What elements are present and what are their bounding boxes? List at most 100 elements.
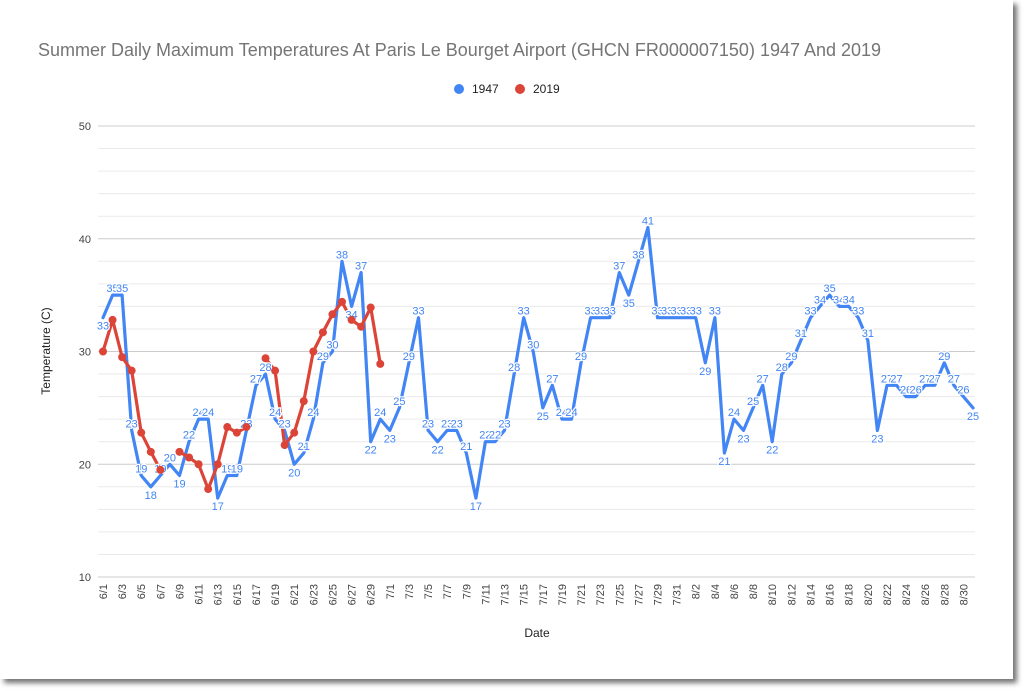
x-tick-label: 6/17 [251, 584, 263, 605]
data-label-1947: 33 [680, 306, 692, 318]
data-label-1947: 24 [307, 407, 319, 419]
series-line-1947 [101, 225, 975, 500]
x-tick-label: 8/6 [729, 584, 741, 599]
data-point-2019 [271, 366, 280, 375]
series-lines [101, 225, 975, 500]
data-label-1947: 24 [565, 407, 577, 419]
x-tick-label: 7/17 [538, 584, 550, 605]
data-label-1947: 23 [737, 433, 749, 445]
x-axis-title: Date [524, 626, 550, 640]
legend-label-1947: 1947 [472, 82, 499, 96]
data-label-1947: 33 [671, 306, 683, 318]
line-chart: Summer Daily Maximum Temperatures At Par… [38, 40, 980, 640]
data-point-2019 [280, 441, 289, 450]
x-tick-label: 6/21 [289, 584, 301, 605]
data-label-1947: 28 [259, 362, 271, 374]
data-point-2019 [338, 297, 347, 306]
data-point-2019 [223, 423, 232, 432]
legend-marker-2019 [515, 84, 525, 94]
data-point-2019 [309, 347, 318, 356]
data-label-1947: 29 [938, 351, 950, 363]
x-tick-label: 8/16 [825, 584, 837, 605]
data-label-1947: 35 [106, 283, 118, 295]
legend-label-2019: 2019 [533, 82, 560, 96]
data-label-1947: 27 [250, 373, 262, 385]
x-tick-label: 8/28 [939, 584, 951, 605]
legend-item-1947[interactable]: 1947 [454, 82, 499, 96]
data-label-1947: 22 [479, 430, 491, 442]
data-label-1947: 24 [728, 407, 740, 419]
y-axis-ticks: 10 20 30 40 50 [79, 121, 91, 584]
data-label-1947: 24 [374, 407, 386, 419]
data-label-1947: 33 [518, 306, 530, 318]
data-label-1947: 17 [470, 501, 482, 513]
x-tick-label: 8/2 [691, 584, 703, 599]
data-label-1947: 27 [757, 373, 769, 385]
chart-frame: Summer Daily Maximum Temperatures At Par… [38, 40, 980, 640]
data-label-1947: 38 [336, 249, 348, 261]
y-tick-label: 50 [79, 121, 91, 133]
data-label-1947: 41 [642, 215, 654, 227]
data-point-2019 [99, 347, 107, 356]
data-point-2019 [156, 465, 165, 474]
x-tick-label: 7/19 [557, 584, 569, 605]
data-label-1947: 34 [814, 294, 826, 306]
data-label-1947: 29 [575, 351, 587, 363]
x-tick-label: 7/29 [653, 584, 665, 605]
x-tick-label: 7/9 [461, 584, 473, 599]
data-label-1947: 30 [527, 340, 539, 352]
data-label-1947: 31 [862, 328, 874, 340]
data-label-1947: 25 [537, 411, 549, 423]
data-label-1947: 33 [604, 306, 616, 318]
data-point-2019 [137, 428, 146, 437]
x-tick-label: 8/14 [805, 584, 817, 605]
data-label-1947: 24 [202, 407, 214, 419]
data-label-1947: 19 [173, 479, 185, 491]
x-tick-label: 6/23 [308, 584, 320, 605]
data-point-2019 [242, 423, 251, 432]
data-label-1947: 33 [97, 321, 109, 333]
x-tick-label: 8/26 [920, 584, 932, 605]
x-tick-label: 6/25 [327, 584, 339, 605]
x-tick-label: 7/25 [614, 584, 626, 605]
x-tick-label: 7/15 [519, 584, 531, 605]
x-tick-label: 8/4 [710, 584, 722, 599]
legend-item-2019[interactable]: 2019 [515, 82, 560, 96]
data-label-1947: 33 [690, 306, 702, 318]
data-point-2019 [146, 447, 155, 456]
data-label-1947: 21 [460, 441, 472, 453]
data-label-1947: 27 [948, 373, 960, 385]
x-tick-label: 6/5 [136, 584, 148, 599]
series-line-2019 [101, 300, 382, 491]
data-label-1947: 24 [556, 407, 568, 419]
x-tick-label: 7/11 [480, 584, 492, 605]
data-label-1947: 33 [651, 306, 663, 318]
data-label-1947: 29 [699, 366, 711, 378]
data-label-1947: 22 [489, 430, 501, 442]
y-axis-title: Temperature (C) [39, 307, 53, 394]
x-axis-ticks: 6/1 6/3 6/5 6/7 6/9 6/11 6/13 6/15 6/17 6/19 6/21 6… [98, 584, 970, 605]
data-label-1947: 23 [126, 418, 138, 430]
data-point-2019 [175, 447, 184, 456]
y-tick-label: 40 [79, 234, 91, 246]
data-label-1947: 23 [422, 418, 434, 430]
data-label-1947: 30 [326, 340, 338, 352]
x-tick-label: 8/8 [748, 584, 760, 599]
data-label-1947: 21 [718, 456, 730, 468]
data-point-2019 [213, 460, 222, 469]
data-label-1947: 17 [212, 501, 224, 513]
data-point-2019 [366, 303, 375, 312]
data-label-1947: 29 [785, 351, 797, 363]
data-label-1947: 18 [145, 490, 157, 502]
data-point-2019 [290, 428, 299, 437]
x-tick-label: 6/19 [270, 584, 282, 605]
data-label-1947: 25 [747, 396, 759, 408]
data-label-1947: 26 [957, 385, 969, 397]
data-point-2019 [328, 310, 337, 319]
data-label-1947: 37 [355, 261, 367, 273]
data-label-1947: 34 [833, 294, 845, 306]
data-label-1947: 25 [967, 411, 979, 423]
data-label-1947: 27 [929, 373, 941, 385]
data-label-1947: 22 [365, 445, 377, 457]
data-label-1947: 23 [871, 433, 883, 445]
